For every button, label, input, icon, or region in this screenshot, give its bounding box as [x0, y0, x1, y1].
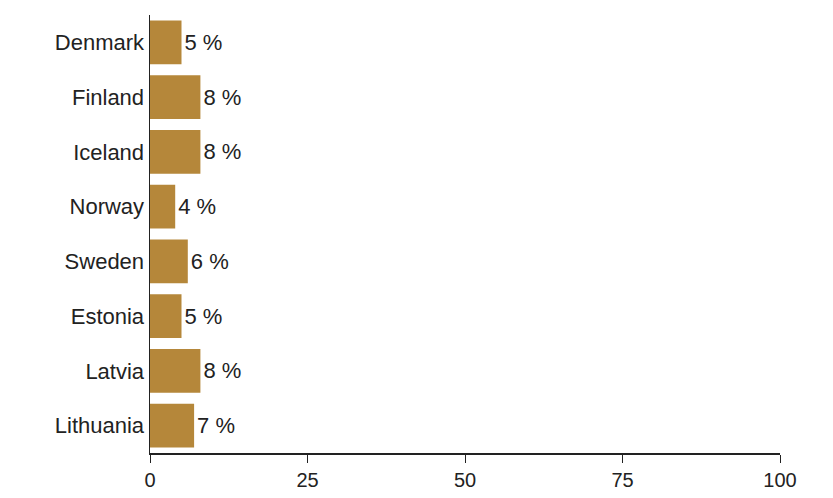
svg-text:Iceland: Iceland: [73, 140, 144, 165]
svg-text:100: 100: [763, 469, 796, 491]
svg-text:75: 75: [611, 469, 633, 491]
svg-text:Finland: Finland: [72, 85, 144, 110]
svg-text:7 %: 7 %: [197, 413, 235, 438]
svg-text:8 %: 8 %: [203, 139, 241, 164]
svg-text:Latvia: Latvia: [85, 359, 144, 384]
svg-text:Sweden: Sweden: [65, 249, 145, 274]
svg-text:5 %: 5 %: [185, 30, 223, 55]
svg-text:8 %: 8 %: [203, 358, 241, 383]
svg-text:6 %: 6 %: [191, 249, 229, 274]
svg-text:4 %: 4 %: [178, 194, 216, 219]
svg-text:50: 50: [454, 469, 476, 491]
svg-text:Denmark: Denmark: [55, 30, 145, 55]
svg-text:8 %: 8 %: [203, 85, 241, 110]
svg-text:Lithuania: Lithuania: [55, 413, 145, 438]
svg-text:Estonia: Estonia: [71, 304, 145, 329]
svg-text:25: 25: [296, 469, 318, 491]
svg-text:0: 0: [144, 469, 155, 491]
svg-text:5 %: 5 %: [185, 304, 223, 329]
svg-text:Norway: Norway: [70, 194, 145, 219]
